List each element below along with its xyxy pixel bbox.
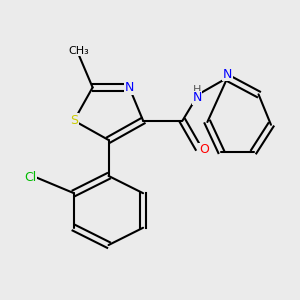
Text: H: H: [193, 85, 201, 95]
Text: N: N: [124, 81, 134, 94]
Text: S: S: [70, 114, 78, 127]
Text: CH₃: CH₃: [68, 46, 89, 56]
Text: N: N: [223, 68, 232, 81]
Text: O: O: [199, 143, 209, 156]
Text: Cl: Cl: [24, 171, 37, 184]
Text: N: N: [192, 91, 202, 104]
